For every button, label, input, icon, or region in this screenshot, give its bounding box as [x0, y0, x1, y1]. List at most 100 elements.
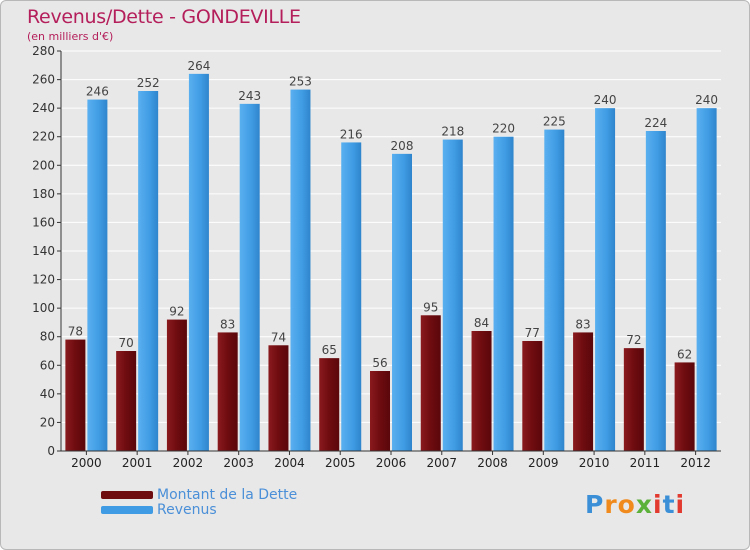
y-tick-label: 60 — [40, 358, 55, 372]
chart-title: Revenus/Dette - GONDEVILLE — [27, 6, 301, 28]
y-tick-label: 260 — [32, 73, 55, 87]
bar-revenus — [595, 108, 616, 452]
bar-dette — [65, 339, 86, 451]
y-tick-label: 0 — [47, 444, 55, 458]
bar-dette — [166, 319, 187, 451]
bars: 78 246 70 252 92 264 83 243 74 253 65 216 56 208 95 218… — [65, 59, 718, 452]
bar-dette — [420, 315, 441, 451]
bar-dette — [217, 332, 238, 451]
legend-item-dette: Montant de la Dette — [101, 486, 298, 503]
x-tick-label: 2005 — [325, 456, 356, 470]
y-tick-label: 100 — [32, 301, 55, 315]
x-tick-label: 2000 — [71, 456, 102, 470]
legend-item-revenus: Revenus — [101, 501, 297, 518]
bar-dette-value-label: 72 — [626, 333, 641, 347]
legend: Montant de la Dette Revenus — [101, 486, 298, 518]
logo-letter: i — [675, 490, 686, 519]
bar-revenus-value-label: 264 — [187, 59, 210, 73]
bar-dette-value-label: 65 — [322, 343, 337, 357]
x-tick-label: 2006 — [376, 456, 407, 470]
bar-revenus-value-label: 253 — [289, 75, 312, 89]
x-tick-label: 2001 — [122, 456, 153, 470]
bar-dette-value-label: 95 — [423, 300, 438, 314]
bar-revenus — [493, 136, 514, 451]
bar-revenus-value-label: 243 — [238, 89, 261, 103]
legend-swatch-revenus — [101, 505, 153, 514]
bar-revenus-value-label: 240 — [695, 93, 718, 107]
y-axis-ticks: 0 20 40 60 80 100 120 140 160 180 200 220 240 260 280 — [32, 44, 61, 458]
y-tick-label: 180 — [32, 187, 55, 201]
y-tick-label: 20 — [40, 415, 55, 429]
x-tick-label: 2003 — [223, 456, 254, 470]
bar-revenus-value-label: 220 — [492, 122, 515, 136]
bar-dette — [319, 358, 340, 451]
bar-dette — [674, 362, 695, 451]
y-tick-label: 40 — [40, 387, 55, 401]
bar-dette — [623, 348, 644, 451]
x-tick-label: 2012 — [680, 456, 711, 470]
logo-letter: o — [617, 490, 636, 519]
bar-revenus — [341, 142, 362, 451]
bar-revenus — [87, 99, 108, 452]
logo-letter: P — [585, 490, 605, 519]
x-tick-label: 2002 — [173, 456, 204, 470]
bar-dette — [522, 341, 543, 451]
bar-dette-value-label: 70 — [119, 336, 134, 350]
bar-revenus-value-label: 218 — [441, 125, 464, 139]
y-tick-label: 220 — [32, 130, 55, 144]
bar-revenus — [442, 139, 463, 452]
y-tick-label: 280 — [32, 44, 55, 58]
bar-dette — [370, 371, 390, 451]
chart-subtitle: (en milliers d'€) — [27, 30, 114, 43]
legend-label-dette: Montant de la Dette — [157, 486, 298, 503]
legend-label-revenus: Revenus — [157, 501, 217, 518]
logo-letter: x — [635, 490, 653, 519]
bar-revenus-value-label: 225 — [543, 115, 566, 129]
bar-dette — [116, 351, 137, 451]
x-tick-label: 2011 — [630, 456, 661, 470]
bar-revenus — [645, 131, 666, 451]
x-tick-label: 2004 — [274, 456, 305, 470]
y-tick-label: 80 — [40, 330, 55, 344]
bar-dette-value-label: 74 — [271, 330, 286, 344]
bar-revenus-value-label: 224 — [644, 116, 667, 130]
y-tick-label: 120 — [32, 273, 55, 287]
bar-dette-value-label: 83 — [575, 317, 590, 331]
proxiti-logo: Proxiti — [585, 490, 685, 519]
bar-dette — [268, 345, 289, 451]
bar-dette-value-label: 84 — [474, 316, 489, 330]
bar-revenus — [696, 108, 717, 452]
bar-revenus — [239, 103, 260, 451]
bar-revenus — [392, 153, 412, 451]
x-tick-label: 2010 — [579, 456, 610, 470]
x-tick-label: 2008 — [477, 456, 508, 470]
bar-revenus-value-label: 252 — [137, 76, 160, 90]
bar-revenus-value-label: 208 — [391, 139, 414, 153]
bar-revenus-value-label: 216 — [340, 127, 363, 141]
x-tick-label: 2009 — [528, 456, 559, 470]
bar-dette-value-label: 92 — [169, 305, 184, 319]
bar-dette-value-label: 56 — [372, 356, 387, 370]
legend-swatch-dette — [101, 490, 153, 499]
logo-letter: r — [604, 490, 618, 519]
bar-dette-value-label: 78 — [68, 325, 83, 339]
bar-revenus — [290, 89, 311, 452]
bar-dette — [471, 331, 492, 451]
bar-dette-value-label: 83 — [220, 317, 235, 331]
logo-letter: t — [662, 490, 676, 519]
y-tick-label: 160 — [32, 215, 55, 229]
bar-revenus-value-label: 240 — [594, 93, 617, 107]
bar-revenus — [138, 91, 159, 451]
y-tick-label: 200 — [32, 158, 55, 172]
logo-letter: i — [653, 490, 663, 519]
x-axis-ticks: 2000 2001 2002 2003 2004 2005 2006 2007 2008 2009… — [71, 451, 711, 470]
x-tick-label: 2007 — [426, 456, 457, 470]
bar-dette-value-label: 62 — [677, 347, 692, 361]
bar-dette-value-label: 77 — [525, 326, 540, 340]
bar-dette — [573, 332, 594, 451]
y-tick-label: 140 — [32, 244, 55, 258]
bar-revenus — [188, 73, 209, 451]
bar-revenus-value-label: 246 — [86, 85, 109, 99]
